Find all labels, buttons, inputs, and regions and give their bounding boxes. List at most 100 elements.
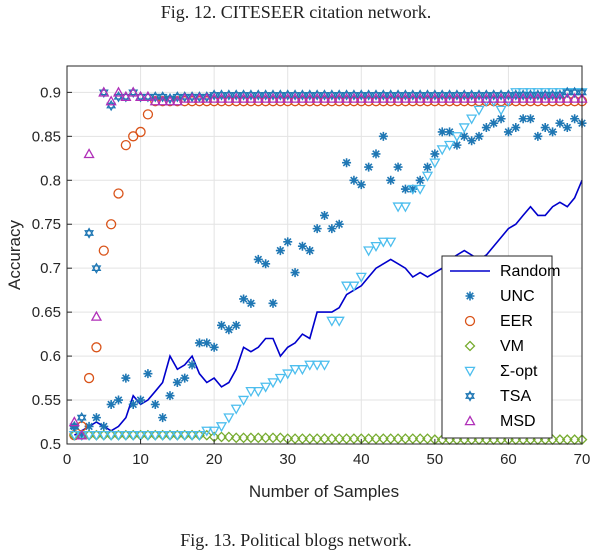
point-msd — [171, 95, 183, 106]
legend-label-sigma-opt: Σ-opt — [500, 363, 538, 380]
point-unc — [217, 320, 226, 330]
point-sigma-opt — [112, 430, 125, 442]
y-tick-label: 0.65 — [32, 304, 61, 321]
point-sigma-opt — [164, 430, 176, 442]
point-msd — [245, 92, 257, 103]
point-sigma-opt — [466, 114, 478, 125]
point-unc — [187, 360, 197, 370]
point-unc — [526, 114, 535, 124]
point-sigma-opt — [252, 387, 264, 398]
point-unc — [430, 149, 440, 159]
x-tick-label: 40 — [353, 451, 370, 468]
point-sigma-opt — [363, 246, 375, 257]
point-vm — [245, 432, 257, 444]
point-msd — [142, 90, 154, 102]
point-msd — [524, 92, 537, 103]
point-unc — [489, 118, 499, 128]
point-msd — [157, 95, 169, 106]
point-unc — [209, 342, 219, 352]
legend-label-eer: EER — [500, 313, 533, 330]
point-sigma-opt — [260, 382, 272, 393]
point-vm — [363, 433, 375, 445]
point-msd — [421, 92, 434, 103]
point-msd — [260, 92, 272, 103]
point-msd — [318, 92, 331, 103]
point-vm — [304, 433, 316, 445]
point-sigma-opt — [149, 430, 161, 442]
point-unc — [533, 131, 543, 141]
legend-swatch-tsa — [465, 390, 475, 402]
point-tsa — [76, 411, 87, 424]
point-msd — [179, 92, 191, 103]
point-sigma-opt — [237, 395, 250, 406]
point-unc — [114, 395, 123, 405]
point-vm — [216, 431, 227, 443]
point-sigma-opt — [98, 430, 110, 442]
point-vm — [385, 433, 397, 445]
point-eer — [128, 131, 139, 142]
point-msd — [355, 92, 367, 103]
point-msd — [377, 92, 389, 103]
point-unc — [511, 123, 521, 133]
figure-caption-top: Fig. 12. CITESEER citation network. — [160, 2, 432, 22]
point-msd — [208, 92, 220, 103]
point-msd — [348, 92, 360, 103]
point-eer — [105, 219, 117, 230]
point-vm — [377, 433, 389, 445]
point-vm — [230, 432, 242, 444]
point-msd — [83, 148, 95, 159]
point-sigma-opt — [348, 281, 360, 292]
point-vm — [348, 433, 360, 445]
point-unc — [393, 162, 403, 172]
point-msd — [502, 92, 515, 103]
point-msd — [193, 92, 206, 103]
point-vm — [238, 432, 249, 444]
point-msd — [311, 92, 323, 103]
point-eer — [120, 139, 132, 151]
point-sigma-opt — [186, 430, 198, 442]
point-vm — [392, 433, 404, 445]
series-msd — [68, 86, 588, 440]
point-unc — [518, 114, 528, 124]
point-tsa — [157, 91, 168, 103]
point-sigma-opt — [370, 241, 382, 253]
y-tick-label: 0.6 — [40, 348, 61, 365]
point-msd — [480, 92, 492, 103]
point-unc — [239, 294, 249, 304]
point-msd — [68, 416, 80, 427]
point-msd — [340, 92, 353, 103]
point-sigma-opt — [208, 426, 220, 437]
point-msd — [112, 86, 125, 97]
x-tick-label: 0 — [63, 451, 71, 468]
point-sigma-opt — [414, 184, 426, 195]
point-unc — [364, 162, 374, 172]
point-unc — [253, 254, 263, 264]
point-unc — [349, 175, 359, 185]
point-sigma-opt — [127, 430, 139, 442]
point-vm — [260, 432, 272, 444]
point-msd — [215, 92, 228, 103]
point-msd — [134, 90, 147, 102]
point-unc — [459, 131, 469, 141]
point-msd — [304, 92, 316, 103]
point-msd — [127, 86, 139, 97]
point-sigma-opt — [333, 316, 345, 327]
point-sigma-opt — [443, 140, 456, 151]
point-unc — [320, 210, 329, 220]
point-sigma-opt — [105, 430, 117, 442]
point-eer — [98, 245, 109, 256]
point-msd — [546, 92, 559, 103]
series-random — [73, 179, 583, 436]
legend-label-unc: UNC — [500, 288, 535, 305]
point-unc — [202, 338, 212, 348]
point-sigma-opt — [399, 202, 412, 213]
point-msd — [186, 92, 198, 103]
point-msd — [473, 92, 485, 103]
point-sigma-opt — [304, 360, 316, 371]
point-unc — [150, 399, 160, 409]
point-unc — [231, 320, 241, 330]
point-vm — [201, 429, 213, 441]
point-sigma-opt — [407, 184, 419, 195]
point-msd — [223, 92, 235, 103]
point-msd — [164, 95, 176, 106]
